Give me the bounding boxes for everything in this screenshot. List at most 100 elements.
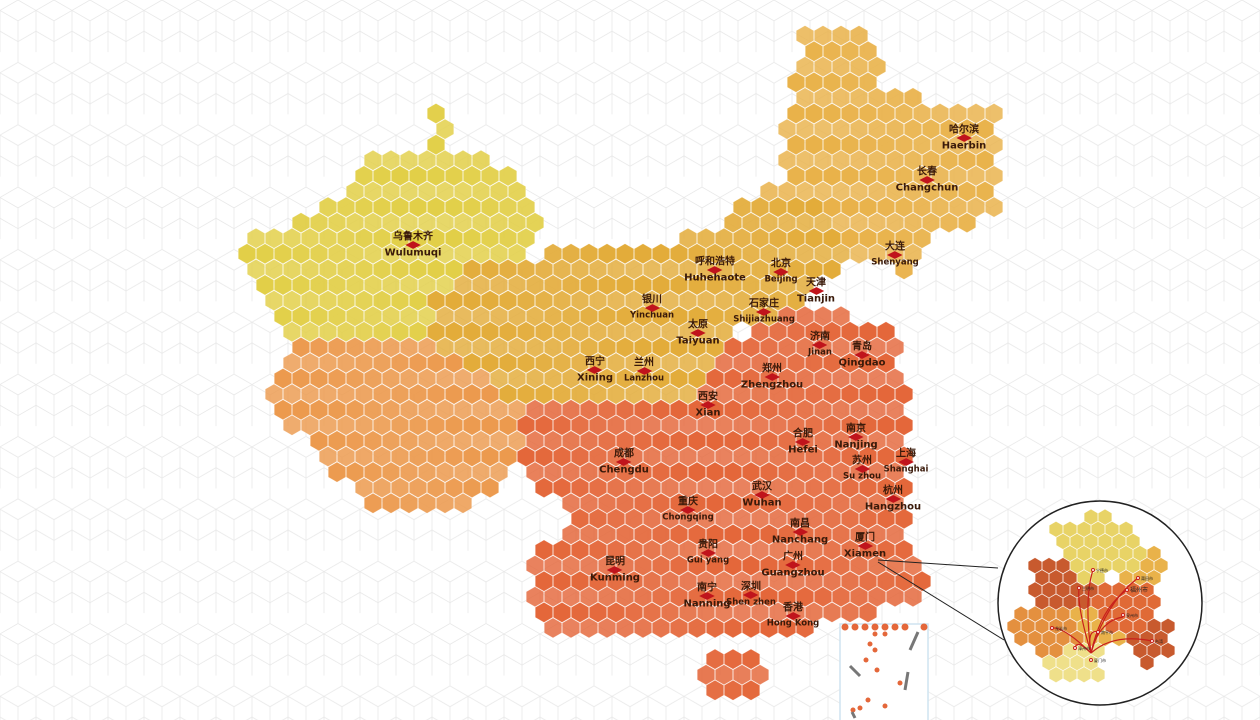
hex-tile-south xyxy=(661,570,679,592)
hex-tile-south xyxy=(526,586,544,608)
city-marker-haerbin[interactable]: 哈尔滨 Haerbin xyxy=(942,125,987,152)
hex-tile-north xyxy=(571,290,589,311)
hex-tile-south xyxy=(760,617,778,639)
hex-tile-xinjiang xyxy=(391,259,409,280)
hex-tile-xinjiang xyxy=(481,227,499,249)
hex-tile-northeast xyxy=(796,181,814,202)
city-marker-xian[interactable]: 西安 Xian xyxy=(695,392,720,419)
city-marker-changchun[interactable]: 长春 Changchun xyxy=(896,167,959,194)
hex-tile-xinjiang xyxy=(463,196,481,218)
hex-tile-tibet xyxy=(445,446,463,467)
city-marker-chongqing[interactable]: 重庆 Chongqing xyxy=(662,497,713,524)
hex-tile-south xyxy=(841,446,859,467)
hex-tile-south xyxy=(796,555,814,576)
city-marker-gui-yang[interactable]: 贵阳 Gui yang xyxy=(687,540,729,567)
hex-tile-xinjiang xyxy=(292,212,310,233)
hex-tile-xinjiang xyxy=(283,321,301,343)
hex-tile-south xyxy=(562,430,580,452)
hex-tile-north xyxy=(652,274,670,296)
city-marker-qingdao[interactable]: 青岛 Qingdao xyxy=(839,342,886,369)
hex-tile-north xyxy=(787,290,805,311)
city-name-en: Hefei xyxy=(788,444,818,456)
inset-hex-tile xyxy=(1112,630,1126,647)
hex-tile-south xyxy=(544,430,562,452)
city-marker-zhengzhou[interactable]: 郑州 Zhengzhou xyxy=(741,364,803,391)
city-marker-nanning[interactable]: 南宁 Nanning xyxy=(683,583,730,610)
city-name-en: Taiyuan xyxy=(676,335,720,347)
hex-tile-south xyxy=(553,414,571,436)
city-marker-chengdu[interactable]: 成都 Chengdu xyxy=(599,449,649,476)
city-marker-wulumuqi[interactable]: 乌鲁木齐 Wulumuqi xyxy=(385,232,442,259)
hex-tile-north xyxy=(598,337,616,358)
hex-tile-south xyxy=(571,570,589,592)
hex-tile-tibet xyxy=(445,414,463,436)
hex-tile-tibet xyxy=(490,461,508,483)
hex-tile-south xyxy=(868,586,886,608)
hex-tile-xinjiang xyxy=(292,274,310,296)
city-marker-wuhan[interactable]: 武汉 Wuhan xyxy=(742,482,781,509)
city-marker-taiyuan[interactable]: 太原 Taiyuan xyxy=(676,320,719,347)
city-marker-nanjing[interactable]: 南京 Nanjing xyxy=(834,424,877,451)
hex-tile-tibet xyxy=(418,461,436,483)
hex-tile-south xyxy=(517,414,535,436)
hex-tile-north xyxy=(508,368,526,389)
city-marker-yinchuan[interactable]: 银川 Yinchuan xyxy=(630,295,674,322)
city-marker-xining[interactable]: 西宁 Xining xyxy=(577,357,613,384)
hex-tile-northeast xyxy=(814,56,832,78)
hex-tile-xinjiang xyxy=(382,243,400,265)
city-marker-hefei[interactable]: 合肥 Hefei xyxy=(788,429,818,456)
hex-tile-north xyxy=(697,227,715,249)
city-marker-shenyang[interactable]: 大连 Shenyang xyxy=(871,242,918,269)
hex-tile-north xyxy=(589,290,607,311)
city-marker-huhehaote[interactable]: 呼和浩特 Huhehaote xyxy=(684,257,746,284)
hex-tile-north xyxy=(526,368,544,389)
city-marker-lanzhou[interactable]: 兰州 Lanzhou xyxy=(624,358,664,385)
city-marker-guangzhou[interactable]: 广州 Guangzhou xyxy=(761,552,824,579)
island-dot xyxy=(874,667,880,673)
hex-tile-north xyxy=(544,337,562,358)
city-name-en: Gui yang xyxy=(686,555,730,566)
hex-tile-xinjiang xyxy=(319,196,337,218)
city-marker-shen-zhen[interactable]: 深圳 Shen zhen xyxy=(726,582,776,609)
hex-tile-south xyxy=(634,586,652,608)
hex-tile-tibet xyxy=(382,337,400,358)
hex-tile-north xyxy=(526,305,544,327)
hex-tile-south xyxy=(643,539,661,561)
hex-tile-south xyxy=(634,461,652,483)
hex-tile-south xyxy=(796,399,814,421)
hex-tile-north xyxy=(616,243,634,265)
inset-hex-tile xyxy=(1091,642,1105,659)
hex-tile-south xyxy=(742,679,760,701)
hex-tile-xinjiang xyxy=(427,134,445,156)
city-marker-shijiazhuang[interactable]: 石家庄 Shijiazhuang xyxy=(733,299,795,326)
hex-tile-tibet xyxy=(382,399,400,421)
city-marker-xiamen[interactable]: 厦门 Xiamen xyxy=(844,533,886,560)
hex-tile-south xyxy=(553,446,571,467)
city-name-en: Chengdu xyxy=(599,464,649,476)
city-marker-su-zhou[interactable]: 苏州 Su zhou xyxy=(843,456,881,483)
hex-tile-xinjiang xyxy=(418,243,436,265)
city-marker-beijing[interactable]: 北京 Beijing xyxy=(764,259,797,286)
city-marker-hangzhou[interactable]: 杭州 Hangzhou xyxy=(865,486,921,513)
hex-tile-south xyxy=(778,617,796,639)
city-marker-jinan[interactable]: 济南 Jinan xyxy=(808,332,832,359)
inset-hex-tile xyxy=(1063,618,1077,635)
hex-tile-north xyxy=(481,290,499,311)
hex-tile-south xyxy=(562,524,580,545)
city-marker-nanchang[interactable]: 南昌 Nanchang xyxy=(772,519,828,546)
city-marker-shanghai[interactable]: 上海 Shanghai xyxy=(884,449,929,476)
city-marker-hong-kong[interactable]: 香港 Hong Kong xyxy=(767,603,819,630)
city-name-zh: 杭州 xyxy=(882,485,903,497)
hex-tile-xinjiang xyxy=(418,274,436,296)
hex-tile-south xyxy=(850,399,868,421)
hex-tile-north xyxy=(517,290,535,311)
hex-tile-north xyxy=(508,305,526,327)
hex-tile-south xyxy=(733,477,751,498)
inset-hex-tile xyxy=(1028,581,1042,598)
city-marker-kunming[interactable]: 昆明 Kunming xyxy=(590,557,640,584)
hex-tile-tibet xyxy=(472,368,490,389)
hex-tile-northeast xyxy=(841,72,859,93)
hex-tile-north xyxy=(427,290,445,311)
hex-tile-south xyxy=(661,446,679,467)
city-marker-tianjin[interactable]: 天津 Tianjin xyxy=(797,278,835,305)
